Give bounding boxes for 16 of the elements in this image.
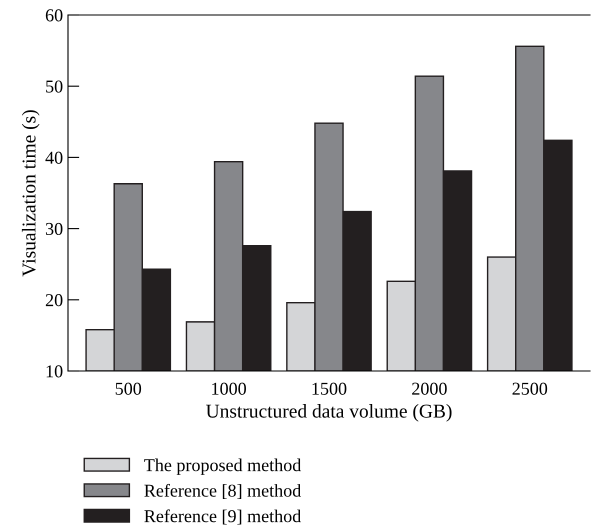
legend-label: The proposed method	[144, 458, 302, 475]
x-tick-label: 1000	[212, 382, 246, 395]
y-axis-title: Visualization time (s)	[22, 110, 40, 276]
y-tick-label: 40	[45, 152, 62, 164]
legend-label: Reference [8] method	[144, 484, 302, 500]
y-tick-label: 20	[46, 294, 62, 306]
y-tick-label: 30	[46, 222, 62, 236]
y-tick-label: 50	[46, 80, 62, 93]
y-tick-label: 60	[46, 9, 62, 22]
x-tick-label: 1500	[312, 382, 346, 395]
y-tick-label: 10	[46, 365, 62, 378]
x-axis-title: Unstructured data volume (GB)	[206, 404, 452, 422]
x-tick-label: 2000	[412, 382, 447, 395]
x-tick-label: 2500	[512, 382, 548, 395]
x-tick-label: 500	[116, 382, 142, 395]
legend-label: Reference [9] method	[144, 509, 302, 525]
